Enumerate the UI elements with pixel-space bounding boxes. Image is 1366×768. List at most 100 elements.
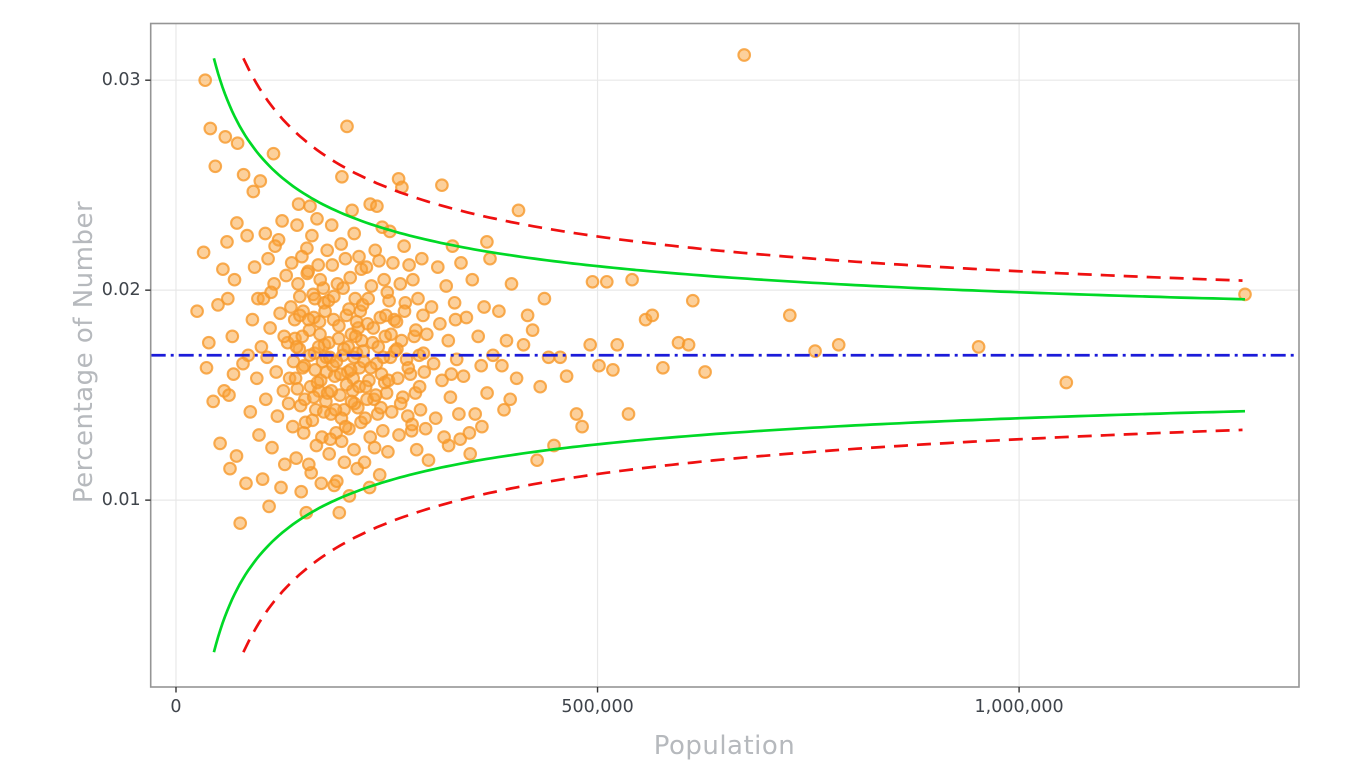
data-point <box>361 291 376 306</box>
data-point <box>390 342 404 356</box>
data-point <box>222 388 236 402</box>
data-point <box>291 197 306 211</box>
data-point <box>358 379 373 394</box>
data-point <box>236 356 250 371</box>
data-point <box>225 329 240 344</box>
data-point <box>300 266 315 281</box>
data-point <box>343 363 358 377</box>
data-point <box>314 476 329 491</box>
data-point <box>372 468 387 482</box>
data-point <box>412 379 427 394</box>
data-point <box>430 260 445 274</box>
data-point <box>1238 287 1252 302</box>
data-point <box>553 350 568 365</box>
data-point <box>424 300 439 314</box>
data-point <box>405 417 419 432</box>
data-point <box>220 291 235 306</box>
data-point <box>782 308 797 323</box>
data-point <box>322 447 337 461</box>
data-point <box>220 235 234 249</box>
data-point <box>263 321 277 335</box>
data-point <box>308 363 322 377</box>
data-point <box>520 308 535 323</box>
data-point <box>347 226 362 241</box>
data-point <box>310 211 324 226</box>
data-point <box>462 426 477 440</box>
data-point <box>435 178 449 193</box>
data-point <box>610 337 625 352</box>
data-point <box>284 256 299 270</box>
lower-inner-control-limit <box>212 409 1246 653</box>
data-point <box>349 314 364 329</box>
data-point <box>275 214 289 228</box>
limit-lines-layer <box>150 57 1299 653</box>
data-point <box>227 272 242 287</box>
data-point <box>390 371 405 386</box>
data-point <box>295 329 310 344</box>
data-point <box>284 300 298 314</box>
data-point <box>321 335 336 350</box>
data-point <box>397 304 412 319</box>
data-point <box>492 304 506 319</box>
data-point <box>368 388 383 402</box>
data-point <box>230 216 244 230</box>
data-point <box>370 199 384 214</box>
data-point <box>320 243 335 258</box>
data-point <box>416 308 430 323</box>
data-point <box>358 411 372 426</box>
data-point <box>386 256 400 270</box>
data-point <box>190 304 204 319</box>
data-point <box>537 291 552 306</box>
data-point <box>380 285 395 300</box>
data-point <box>230 136 245 151</box>
data-point <box>201 335 216 350</box>
data-point <box>808 344 822 358</box>
data-point <box>289 340 304 354</box>
data-point <box>199 360 214 375</box>
data-point <box>375 423 390 438</box>
data-point <box>468 407 483 421</box>
data-point <box>377 272 391 287</box>
data-point <box>417 365 432 379</box>
data-point <box>301 312 316 327</box>
data-point <box>437 430 451 444</box>
data-point <box>465 272 480 287</box>
data-point <box>243 405 258 419</box>
data-point <box>296 426 311 440</box>
data-point <box>332 505 347 520</box>
data-point <box>308 291 322 306</box>
data-point <box>421 453 436 468</box>
data-point <box>516 337 531 352</box>
data-point <box>347 442 361 457</box>
data-point <box>290 381 305 396</box>
data-point <box>289 451 304 465</box>
data-point <box>337 455 352 470</box>
data-point <box>495 358 509 373</box>
x-tick-label: 1,000,000 <box>975 697 1064 717</box>
data-point <box>363 360 378 375</box>
data-point <box>262 499 276 514</box>
data-point <box>1059 375 1074 390</box>
y-tick-label: 0.02 <box>102 280 141 300</box>
data-point <box>379 308 393 323</box>
data-point <box>428 411 443 426</box>
data-point <box>334 237 349 251</box>
data-point <box>326 289 341 304</box>
data-point <box>525 323 540 337</box>
data-point <box>270 409 285 423</box>
data-point <box>372 253 386 268</box>
data-point <box>324 384 339 398</box>
data-point <box>393 277 408 291</box>
data-point <box>245 312 260 327</box>
data-point <box>409 323 423 337</box>
data-point <box>681 337 696 352</box>
data-point <box>452 407 466 421</box>
data-point <box>625 272 639 287</box>
y-axis-title: Percentage of Number <box>69 200 99 504</box>
data-point <box>323 432 338 447</box>
data-point <box>292 289 307 304</box>
data-point <box>290 218 304 232</box>
data-point <box>447 295 462 310</box>
data-point <box>971 340 986 354</box>
